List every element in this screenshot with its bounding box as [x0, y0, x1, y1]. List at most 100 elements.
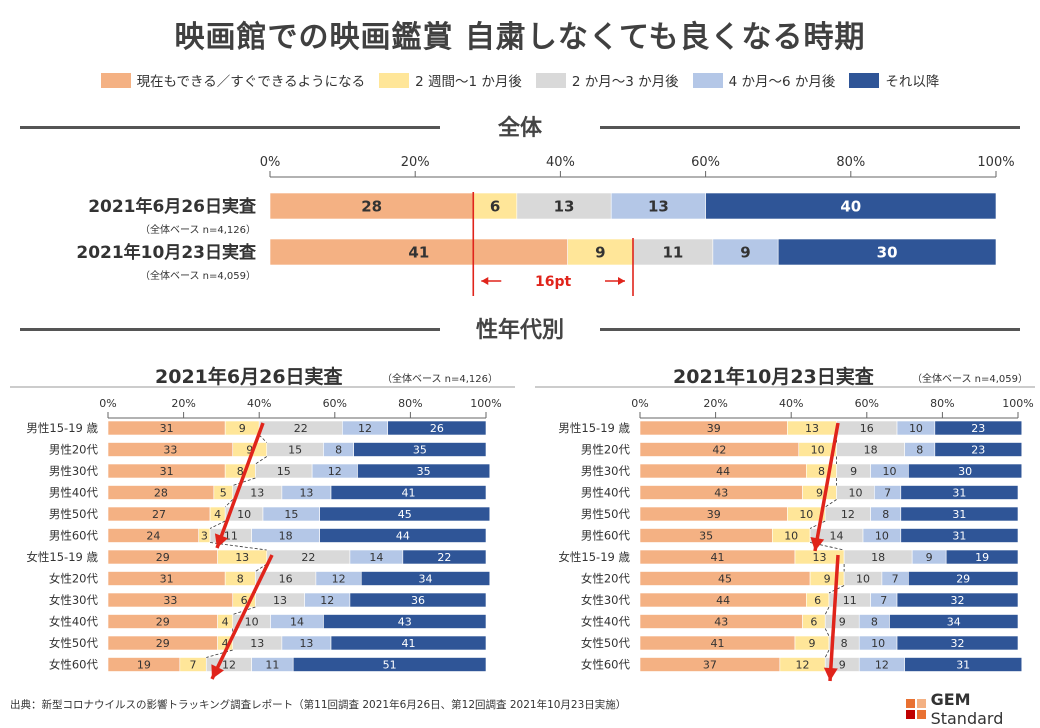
section-title: 性年代別: [475, 318, 564, 343]
data-label: 31: [952, 508, 966, 521]
data-label: 33: [163, 594, 177, 607]
bar-segment: [900, 528, 1019, 543]
data-label: 18: [871, 551, 885, 564]
bar-segment: [353, 442, 487, 457]
data-label: 9: [850, 465, 857, 478]
tick-label: 40%: [247, 397, 271, 410]
category-label: 男性50代: [49, 507, 99, 521]
data-label: 31: [160, 465, 174, 478]
data-label: 7: [884, 486, 891, 499]
data-label: 34: [947, 615, 961, 628]
tick-label: 40%: [779, 397, 803, 410]
bar-segment: [330, 485, 487, 500]
connector-line: [828, 585, 845, 594]
tick-label: 80%: [930, 397, 954, 410]
connector-line: [210, 542, 267, 551]
data-label: 33: [163, 443, 177, 456]
arrowhead: [618, 277, 625, 285]
brand-logo-block: GEM Standard: [906, 690, 1040, 728]
category-label: 男性20代: [49, 443, 99, 457]
arrowhead: [481, 277, 489, 285]
section-rule: [20, 126, 440, 129]
bar-segment: [908, 463, 1023, 479]
overall-chart: 0% 20% 40% 60% 80% 100% 2021年6月26日実査 （全体ベース n=4…: [76, 155, 1015, 296]
data-label: 14: [369, 551, 383, 564]
data-label: 9: [926, 551, 933, 564]
section-header-demographic: 性年代別: [20, 314, 1020, 344]
data-label: 11: [224, 529, 238, 542]
category-label: 女性30代: [49, 593, 99, 607]
data-label: 51: [383, 658, 397, 671]
data-label: 13: [235, 551, 249, 564]
bar-segment: [896, 635, 1019, 651]
data-label: 22: [301, 551, 315, 564]
trend-arrow: [215, 422, 265, 549]
data-label: 22: [294, 422, 308, 435]
data-label: 32: [951, 594, 965, 607]
section-rule: [600, 126, 1020, 129]
category-note: （全体ベース n=4,059）: [140, 269, 256, 282]
brand-name-bold: GEM: [930, 690, 971, 709]
data-label: 13: [299, 637, 313, 650]
category-label: 女性15-19 歳: [558, 550, 630, 564]
data-label: 6: [810, 615, 817, 628]
logo-square: [917, 710, 926, 719]
legend-item: 2 か月～3 か月後: [535, 70, 679, 90]
bar-segment: [610, 192, 706, 220]
legend-swatch: [100, 72, 131, 88]
data-label: 31: [160, 572, 174, 585]
legend-item: 現在もできる／すぐできるようになる: [100, 70, 365, 90]
category-label: 女性40代: [581, 615, 631, 629]
category-label: 男性30代: [49, 464, 99, 478]
category-label: 男性60代: [581, 529, 631, 543]
data-label: 7: [892, 572, 899, 585]
data-label: 9: [595, 243, 605, 261]
data-label: 8: [841, 637, 848, 650]
data-label: 14: [830, 529, 844, 542]
right-chart-title: 2021年10月23日実査: [673, 366, 874, 388]
difference-annotation: 16pt: [535, 274, 572, 290]
section-rule: [600, 328, 1020, 331]
legend-item: 4 か月～6 か月後: [692, 70, 835, 90]
category-label: 女性20代: [49, 572, 99, 586]
logo-square: [906, 699, 915, 708]
legend-item: 2 週間～1 か月後: [379, 70, 522, 90]
data-label: 14: [290, 615, 304, 628]
category-label: 男性40代: [49, 486, 99, 500]
legend-swatch: [379, 72, 410, 88]
category-label: 女性60代: [581, 658, 631, 672]
data-label: 30: [877, 243, 898, 261]
connector-line: [809, 520, 826, 529]
data-label: 15: [284, 508, 298, 521]
data-label: 11: [843, 594, 857, 607]
data-label: 10: [784, 529, 798, 542]
bar-segment: [705, 192, 997, 220]
trend-arrow: [828, 554, 840, 682]
data-label: 15: [288, 443, 302, 456]
category-label: 男性60代: [49, 529, 99, 543]
bar-segment: [402, 549, 487, 565]
data-label: 9: [239, 422, 246, 435]
data-label: 10: [237, 508, 251, 521]
bar-segment: [360, 571, 491, 586]
brand-name: GEM Standard: [931, 690, 1040, 728]
connector-line: [206, 649, 233, 658]
data-label: 13: [299, 486, 313, 499]
data-label: 16: [860, 422, 874, 435]
data-label: 26: [430, 422, 444, 435]
data-label: 31: [952, 529, 966, 542]
category-label: 男性15-19 歳: [26, 421, 98, 435]
data-label: 3: [201, 529, 208, 542]
data-label: 41: [710, 551, 724, 564]
data-label: 39: [707, 422, 721, 435]
legend-label: 2 か月～3 か月後: [571, 74, 679, 90]
trend-arrowhead: [810, 536, 825, 551]
tick-label: 0%: [260, 155, 281, 170]
right-chart-note: （全体ベース n=4,059）: [912, 374, 1029, 385]
data-label: 9: [740, 243, 750, 261]
data-label: 41: [402, 637, 416, 650]
data-label: 10: [871, 637, 885, 650]
legend-swatch: [849, 72, 880, 88]
section-header-overall: 全体: [20, 112, 1020, 142]
data-label: 40: [840, 197, 861, 215]
